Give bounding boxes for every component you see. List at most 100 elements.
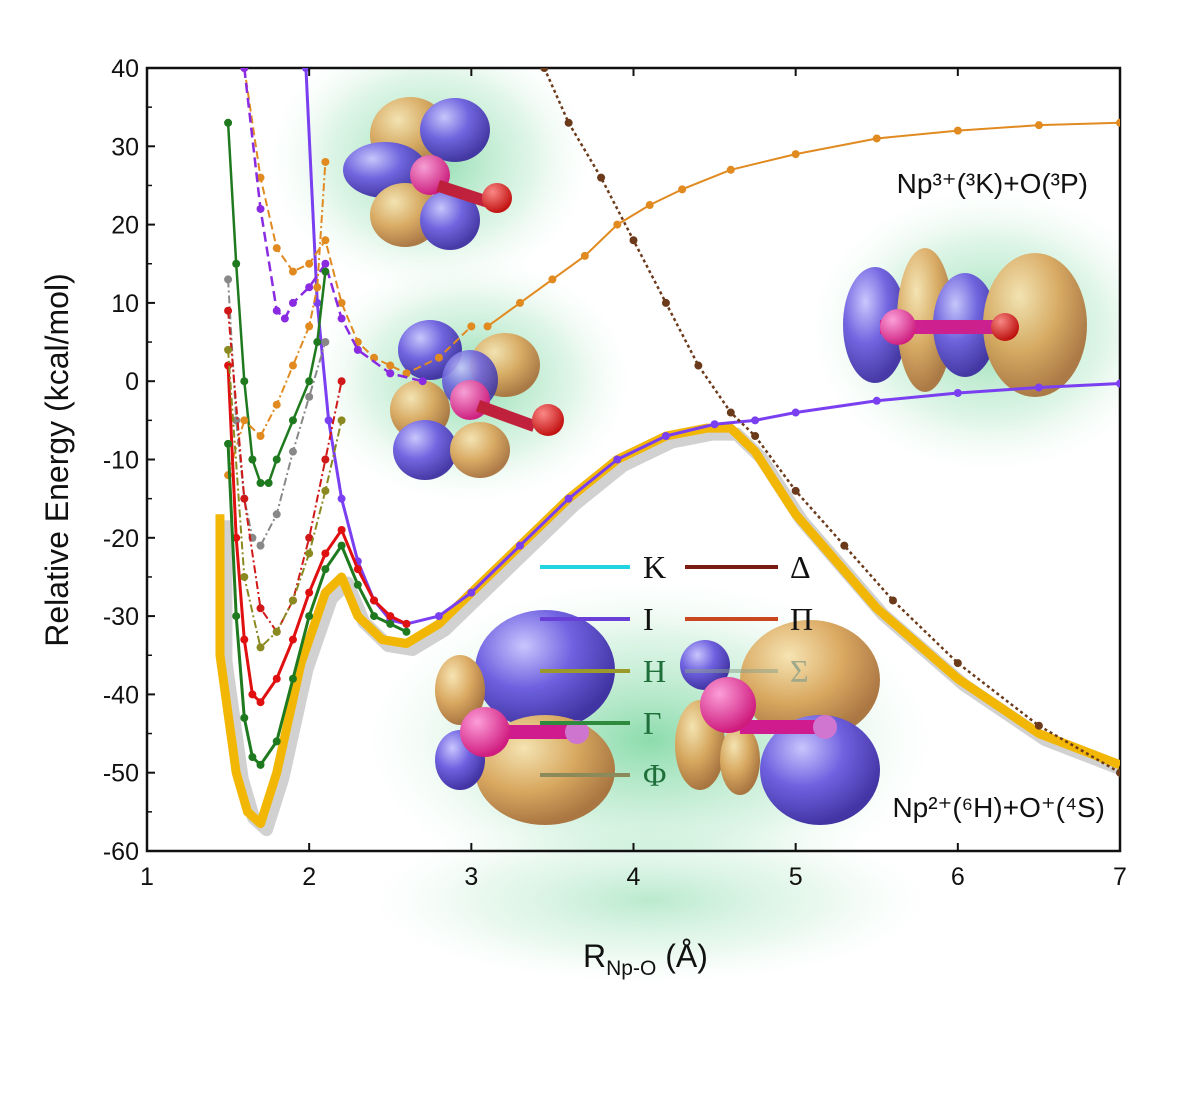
data-point xyxy=(872,134,881,143)
x-axis-label: RNp-O (Å) xyxy=(583,938,708,980)
data-point xyxy=(629,236,638,245)
x-tick-label: 7 xyxy=(1113,863,1127,891)
data-point xyxy=(613,455,622,464)
data-point xyxy=(272,400,281,409)
data-point xyxy=(661,432,670,441)
data-point xyxy=(402,619,411,628)
data-point xyxy=(1116,118,1120,127)
data-point xyxy=(751,416,760,425)
series--dotted-descending xyxy=(540,68,1120,777)
data-point xyxy=(321,338,330,347)
data-point xyxy=(1116,379,1120,388)
x-tick-label: 3 xyxy=(464,863,478,891)
legend-label: Φ xyxy=(643,757,666,793)
series-line xyxy=(227,349,343,649)
data-point xyxy=(337,416,346,425)
data-point xyxy=(418,377,427,386)
series--red xyxy=(224,361,411,707)
data-point xyxy=(370,612,379,621)
y-tick-label: -40 xyxy=(103,681,139,709)
data-point xyxy=(288,674,297,683)
data-point xyxy=(791,408,800,417)
data-point xyxy=(564,494,573,503)
data-point xyxy=(256,698,265,707)
data-point xyxy=(321,486,330,495)
data-point xyxy=(305,322,314,331)
axis-ticks: 1 2 3 4 5 6 7 40 30 20 10 0 -10 -20 -30 -40 -50 -60 xyxy=(103,55,1127,891)
x-tick-label: 6 xyxy=(951,863,965,891)
legend-label: I xyxy=(643,601,654,637)
data-point xyxy=(272,455,281,464)
data-point xyxy=(240,713,249,722)
data-point xyxy=(337,314,346,323)
y-tick-label: -10 xyxy=(103,447,139,475)
data-point xyxy=(313,283,322,292)
data-point xyxy=(256,173,265,182)
data-point xyxy=(272,674,281,683)
data-point xyxy=(645,201,654,210)
data-point xyxy=(791,150,800,159)
data-point xyxy=(726,165,735,174)
data-point xyxy=(232,259,241,268)
data-point xyxy=(324,416,333,425)
data-point xyxy=(256,643,265,652)
data-point xyxy=(305,377,314,386)
data-point xyxy=(264,478,273,487)
data-point xyxy=(305,283,314,292)
data-point xyxy=(321,157,330,166)
series-i-dashed xyxy=(240,68,427,386)
series-line xyxy=(226,365,408,704)
data-point xyxy=(386,361,395,370)
series-line xyxy=(215,423,1120,829)
data-point xyxy=(240,68,249,72)
data-point xyxy=(256,604,265,613)
orbital-image-right xyxy=(843,248,1087,397)
data-point xyxy=(224,118,233,127)
legend-label: Δ xyxy=(790,549,811,585)
data-point xyxy=(467,322,476,331)
data-point xyxy=(515,298,524,307)
y-tick-label: -20 xyxy=(103,525,139,553)
data-point xyxy=(353,345,362,354)
data-point xyxy=(305,392,314,401)
data-point xyxy=(288,267,297,276)
data-point xyxy=(240,416,249,425)
y-tick-label: 40 xyxy=(111,55,139,83)
data-point xyxy=(305,259,314,268)
series--upper xyxy=(224,118,330,487)
data-point xyxy=(483,322,492,331)
annotation-asymptote-top: Np³⁺(³K)+O(³P) xyxy=(897,168,1088,199)
data-point xyxy=(1116,768,1120,777)
data-point xyxy=(232,533,241,542)
y-tick-label: -30 xyxy=(103,603,139,631)
y-tick-label: 20 xyxy=(111,212,139,240)
data-point xyxy=(580,251,589,260)
data-point xyxy=(953,388,962,397)
data-point xyxy=(548,275,557,284)
data-point xyxy=(305,549,314,558)
data-point xyxy=(256,760,265,769)
data-point xyxy=(288,447,297,456)
data-point xyxy=(726,408,735,417)
data-point xyxy=(1034,121,1043,130)
data-point xyxy=(313,338,322,347)
data-point xyxy=(321,549,330,558)
data-point xyxy=(224,439,233,448)
series--gray xyxy=(224,275,330,550)
data-point xyxy=(256,541,265,550)
y-tick-label: -50 xyxy=(103,760,139,788)
data-point xyxy=(953,126,962,135)
y-axis-label: Relative Energy (kcal/mol) xyxy=(39,273,75,646)
y-tick-label: 30 xyxy=(111,133,139,161)
x-tick-label: 1 xyxy=(140,863,154,891)
legend-label: K xyxy=(643,549,666,585)
data-point xyxy=(872,396,881,405)
data-point xyxy=(288,416,297,425)
data-point xyxy=(337,525,346,534)
data-point xyxy=(370,353,379,362)
data-point xyxy=(434,353,443,362)
data-point xyxy=(386,619,395,628)
data-point xyxy=(953,659,962,668)
y-tick-label: -60 xyxy=(103,838,139,866)
series-line xyxy=(227,279,327,547)
